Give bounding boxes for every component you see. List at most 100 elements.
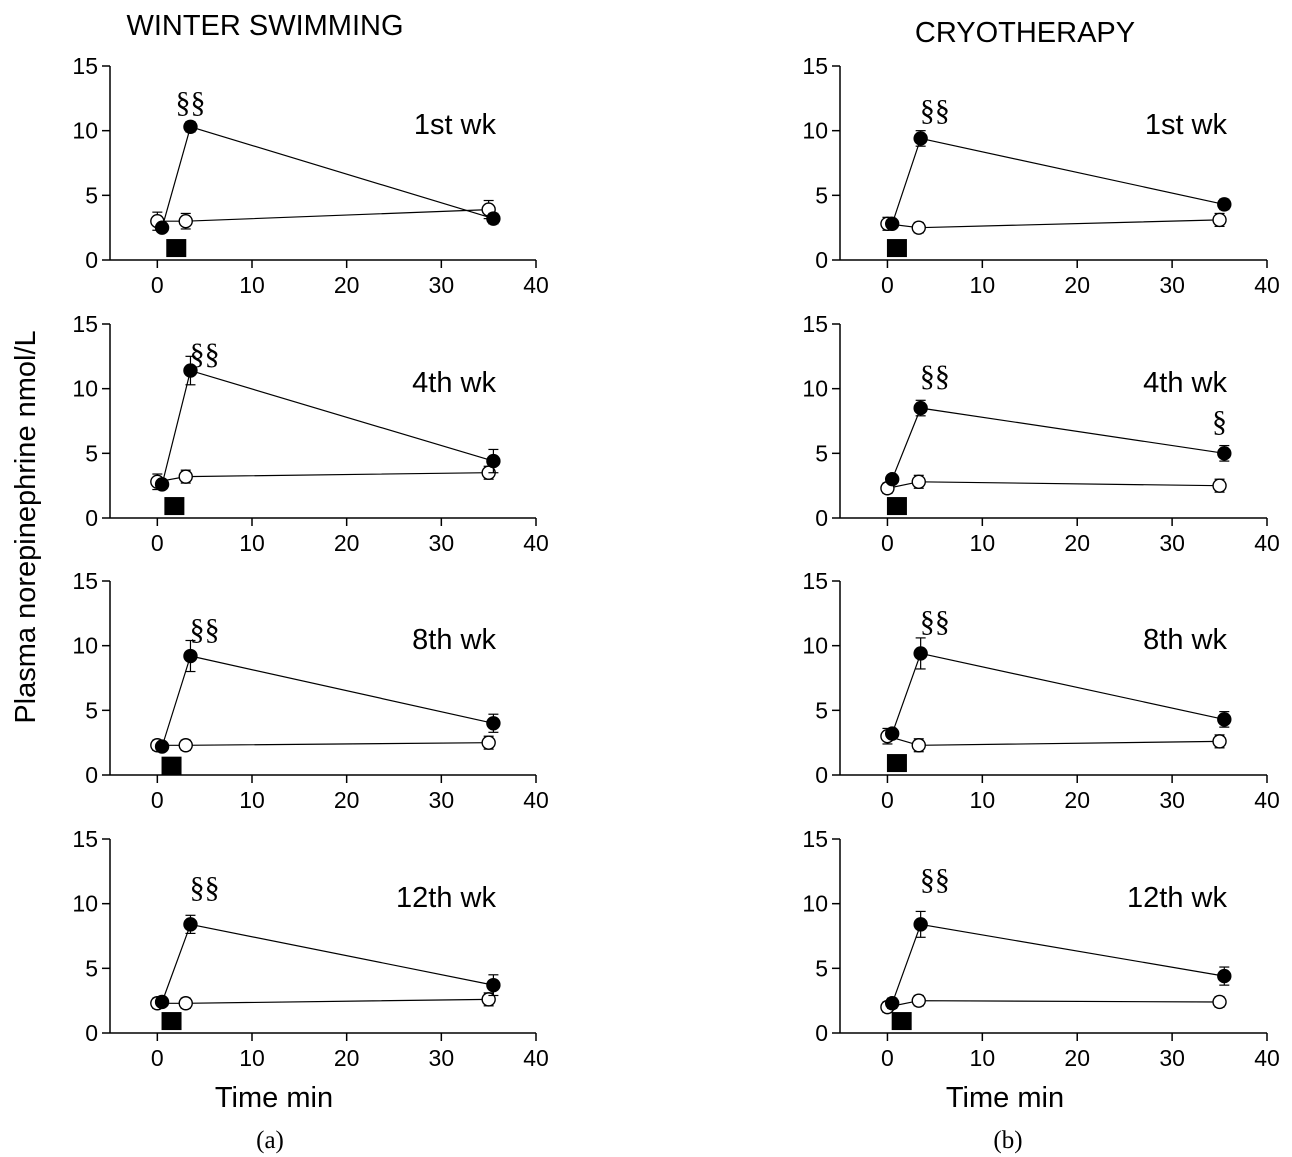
stimulus-marker xyxy=(164,497,185,516)
x-tick-label: 30 xyxy=(429,530,455,556)
y-tick-label: 15 xyxy=(802,53,828,79)
series-line-filled xyxy=(891,137,1225,224)
stimulus-marker xyxy=(886,754,907,773)
significance-mark: §§ xyxy=(920,863,950,896)
x-tick-label: 10 xyxy=(970,272,996,298)
x-tick-label: 10 xyxy=(970,787,996,813)
data-point-filled xyxy=(486,211,501,226)
panel-left-4: 0 5 10 15 0 10 20 30 40 §§ 12th wk xyxy=(72,826,548,1071)
data-point-filled xyxy=(183,119,198,134)
x-tick-label: 40 xyxy=(1254,530,1280,556)
significance-mark: §§ xyxy=(920,605,950,638)
data-point-filled xyxy=(913,646,928,661)
panel-right-3: 0 5 10 15 0 10 20 30 40 §§ 8th wk xyxy=(802,568,1279,813)
x-axis-label-left: Time min xyxy=(215,1082,333,1114)
data-point-open xyxy=(178,738,193,753)
x-tick-label: 30 xyxy=(1159,1045,1185,1071)
caption-b: (b) xyxy=(993,1127,1022,1154)
column-title-left: WINTER SWIMMING xyxy=(126,10,403,42)
stimulus-marker xyxy=(166,239,187,258)
data-point-open xyxy=(911,993,926,1008)
y-tick-label: 5 xyxy=(85,955,98,981)
week-label: 4th wk xyxy=(412,367,496,399)
data-point-open xyxy=(178,213,193,229)
data-point-filled xyxy=(183,917,198,932)
significance-mark: §§ xyxy=(190,338,220,371)
stimulus-marker xyxy=(886,497,907,516)
x-tick-label: 10 xyxy=(970,1045,996,1071)
y-tick-label: 5 xyxy=(85,697,98,723)
column-title-right: CRYOTHERAPY xyxy=(915,17,1135,49)
data-point-filled xyxy=(486,977,501,993)
series-line-filled xyxy=(891,923,1225,1004)
y-tick-label: 15 xyxy=(72,53,98,79)
panel-right-1: 0 5 10 15 0 10 20 30 40 §§ 1st wk xyxy=(802,53,1279,298)
panel-right-4: 0 5 10 15 0 10 20 30 40 §§ 12th wk xyxy=(802,826,1279,1071)
x-tick-label: 10 xyxy=(239,787,265,813)
x-tick-label: 10 xyxy=(239,1045,265,1071)
x-tick-label: 30 xyxy=(429,1045,455,1071)
y-tick-label: 10 xyxy=(72,376,98,402)
data-point-open xyxy=(178,996,193,1011)
y-tick-label: 10 xyxy=(802,633,828,659)
y-tick-label: 5 xyxy=(815,440,828,466)
data-point-open xyxy=(1212,478,1227,493)
y-tick-label: 15 xyxy=(802,826,828,852)
x-tick-label: 30 xyxy=(1159,272,1185,298)
data-point-open xyxy=(1212,734,1227,749)
data-point-filled xyxy=(913,400,928,416)
y-tick-label: 15 xyxy=(72,311,98,337)
y-tick-label: 5 xyxy=(85,440,98,466)
data-point-filled xyxy=(154,477,170,492)
x-tick-label: 10 xyxy=(239,530,265,556)
x-tick-label: 40 xyxy=(1254,1045,1280,1071)
x-tick-label: 40 xyxy=(523,272,549,298)
panel-left-2: 0 5 10 15 0 10 20 30 40 §§ 4th wk xyxy=(72,311,548,556)
x-tick-label: 30 xyxy=(429,272,455,298)
x-tick-label: 0 xyxy=(881,787,894,813)
data-point-open xyxy=(911,474,926,489)
data-point-filled xyxy=(913,917,928,932)
y-tick-label: 5 xyxy=(85,182,98,208)
y-tick-label: 10 xyxy=(72,633,98,659)
series-line-open xyxy=(157,742,489,746)
data-point-filled xyxy=(884,996,900,1011)
x-tick-label: 20 xyxy=(1064,787,1090,813)
data-point-filled xyxy=(486,716,501,731)
data-point-filled xyxy=(913,131,928,146)
y-tick-label: 10 xyxy=(802,118,828,144)
significance-mark: §§ xyxy=(175,86,205,119)
x-tick-label: 20 xyxy=(1064,1045,1090,1071)
data-point-filled xyxy=(1217,968,1232,984)
x-tick-label: 0 xyxy=(151,272,164,298)
data-point-filled xyxy=(1217,197,1232,212)
series-line-open xyxy=(887,735,1220,746)
x-tick-label: 30 xyxy=(1159,530,1185,556)
week-label: 4th wk xyxy=(1143,367,1227,399)
data-point-filled xyxy=(183,648,198,664)
x-tick-label: 40 xyxy=(1254,787,1280,813)
series-line-filled xyxy=(891,652,1225,734)
x-tick-label: 0 xyxy=(151,1045,164,1071)
y-tick-label: 10 xyxy=(802,376,828,402)
y-tick-label: 10 xyxy=(72,118,98,144)
significance-mark: §§ xyxy=(190,871,220,904)
data-point-filled xyxy=(183,363,198,378)
week-label: 1st wk xyxy=(414,109,497,141)
x-tick-label: 40 xyxy=(523,787,549,813)
data-point-open xyxy=(481,992,496,1007)
data-point-filled xyxy=(1217,712,1232,727)
y-tick-label: 15 xyxy=(802,568,828,594)
stimulus-marker xyxy=(161,756,182,775)
data-point-filled xyxy=(1217,446,1232,461)
y-tick-label: 0 xyxy=(85,1020,98,1046)
week-label: 12th wk xyxy=(1127,882,1227,914)
week-label: 12th wk xyxy=(396,882,496,914)
caption-a: (a) xyxy=(256,1127,284,1154)
x-tick-label: 30 xyxy=(1159,787,1185,813)
series-line-filled xyxy=(161,655,494,747)
series-line-open xyxy=(887,219,1220,229)
panel-left-3: 0 5 10 15 0 10 20 30 40 §§ 8th wk xyxy=(72,568,548,813)
data-point-filled xyxy=(884,216,900,231)
